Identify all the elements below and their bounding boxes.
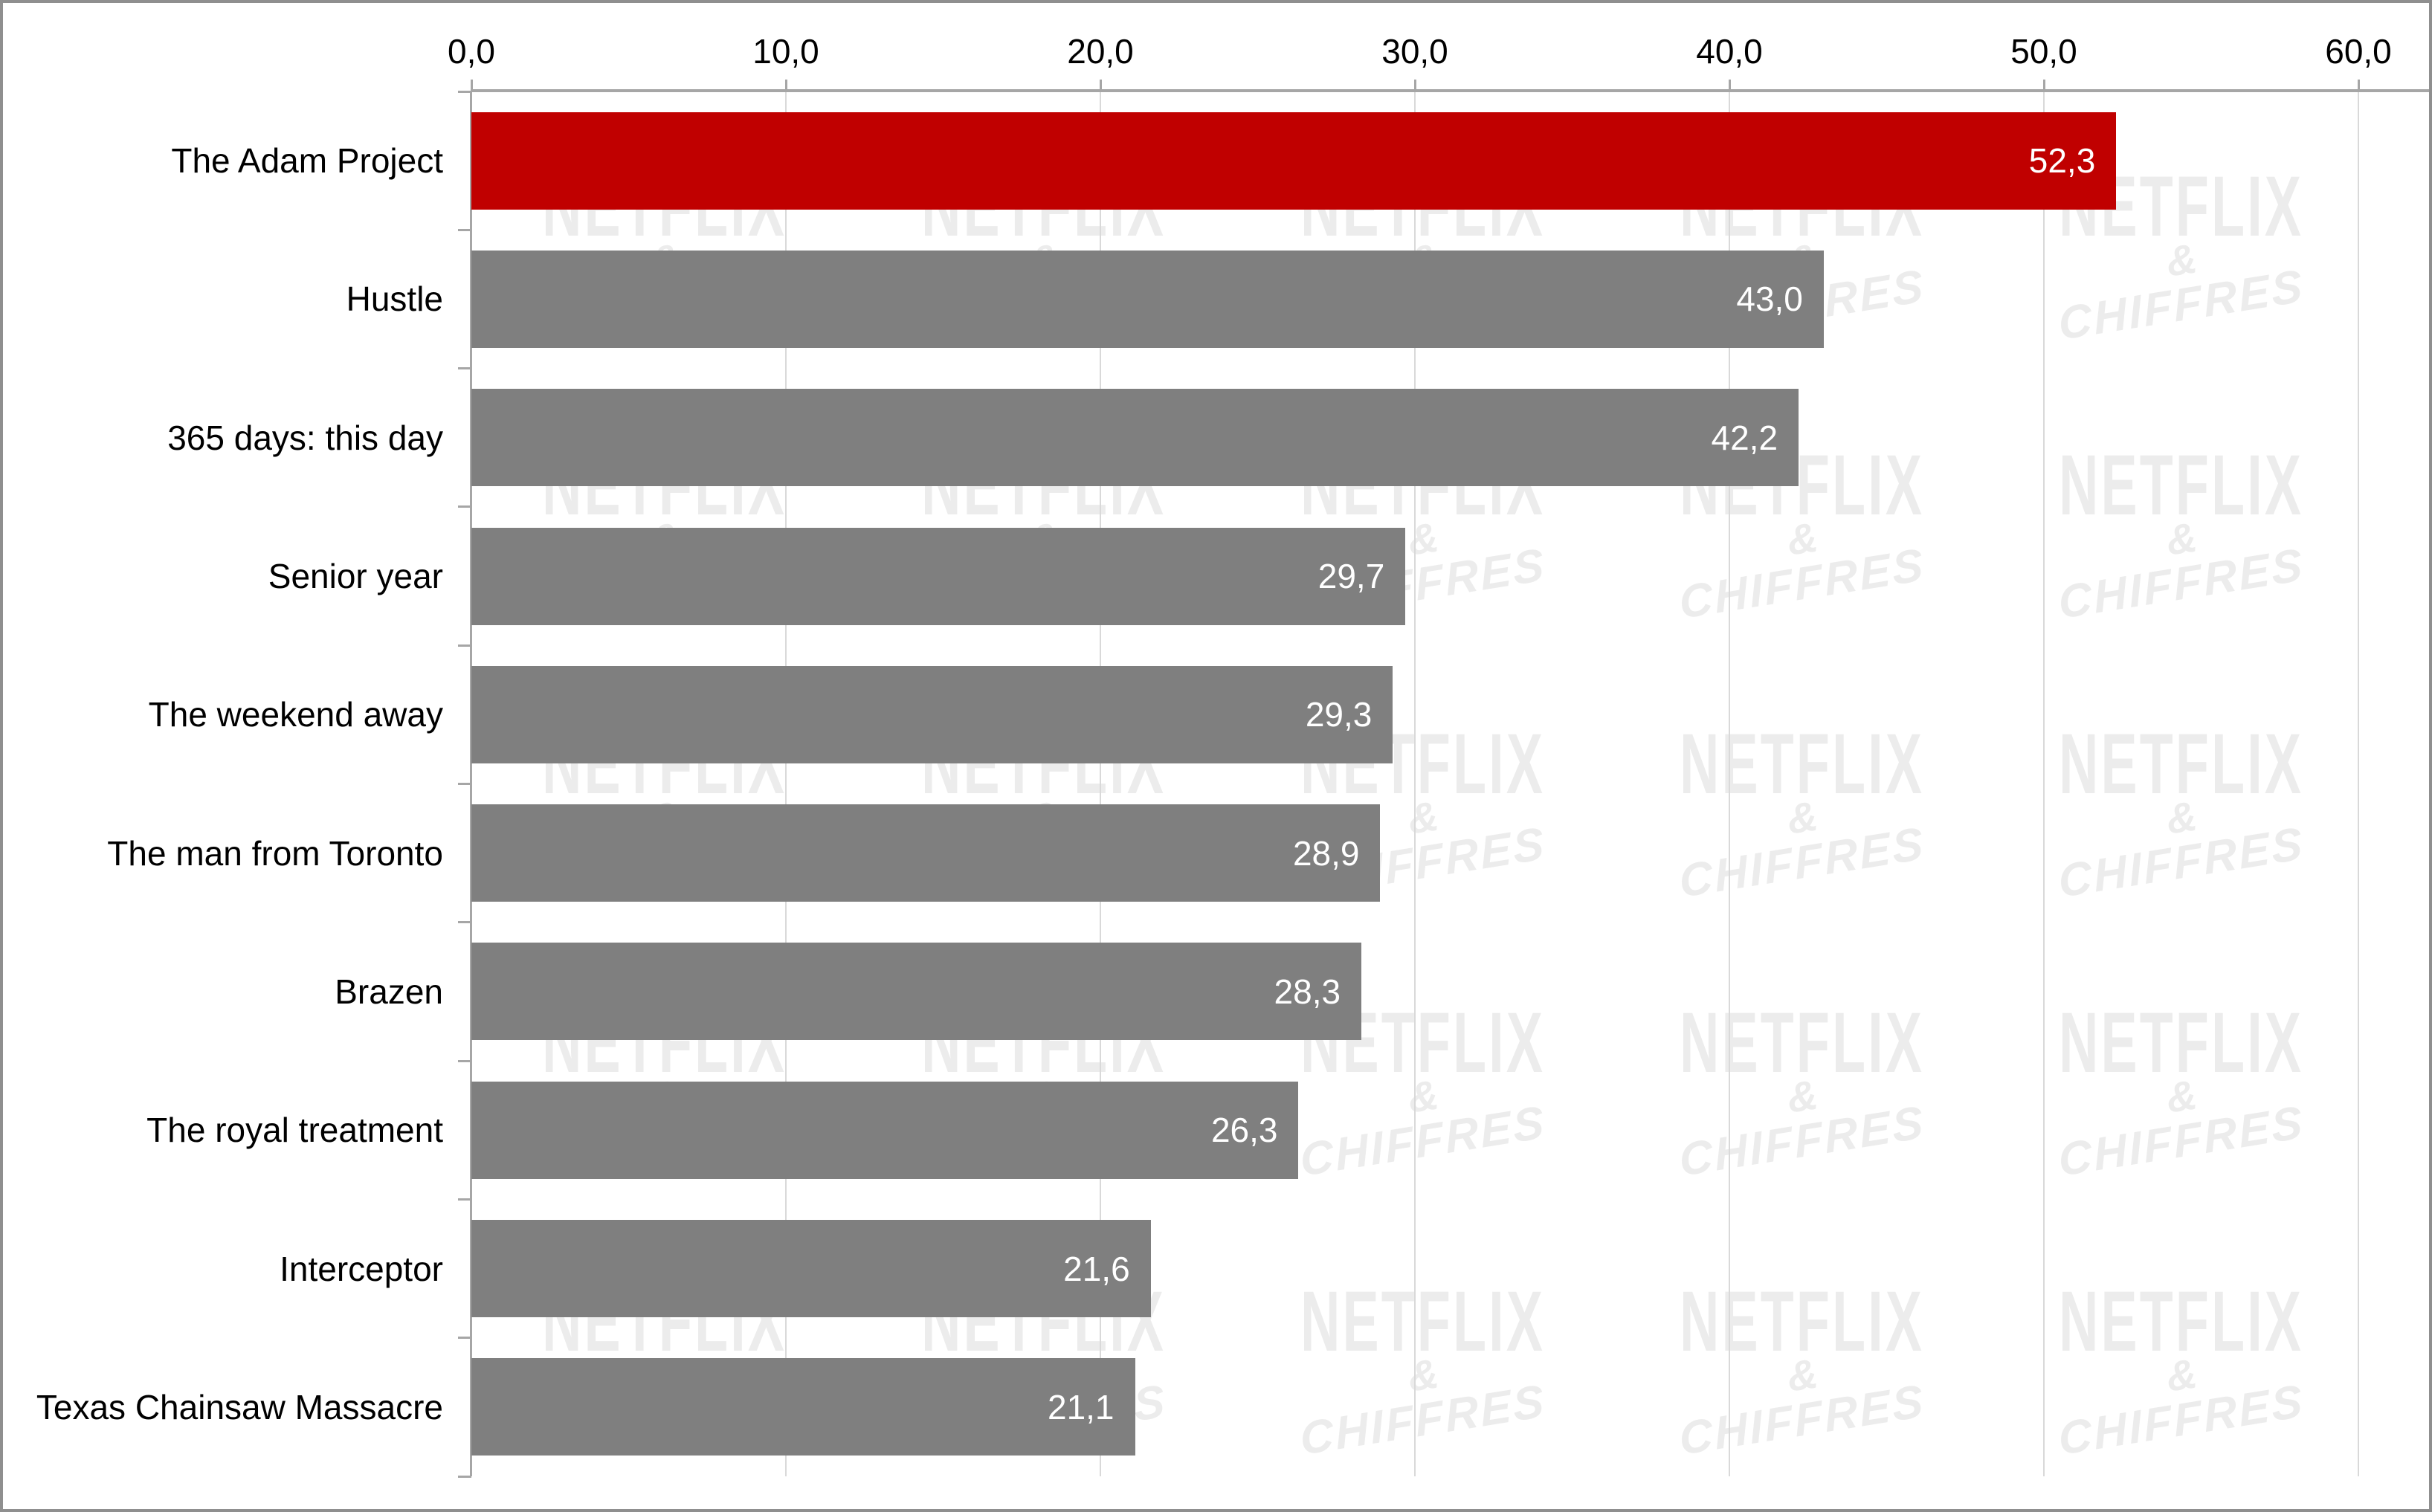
bar-value-label: 28,9 — [1292, 833, 1360, 873]
x-axis-tick — [1728, 80, 1731, 91]
bar: 29,3 — [471, 665, 1393, 763]
bar-value-label: 28,3 — [1274, 972, 1341, 1011]
x-tick-label: 20,0 — [1067, 32, 1134, 71]
category-label: Hustle — [346, 280, 443, 319]
bar-value-label: 21,6 — [1063, 1249, 1130, 1288]
x-tick-label: 10,0 — [752, 32, 819, 71]
bar-value-label: 29,7 — [1317, 557, 1385, 596]
bar: 26,3 — [471, 1081, 1299, 1179]
y-axis-tick — [458, 1475, 471, 1478]
y-axis-tick — [458, 644, 471, 647]
bar: 29,7 — [471, 527, 1406, 625]
category-label: Interceptor — [280, 1249, 443, 1288]
x-axis-tick — [1413, 80, 1416, 91]
bar-value-label: 43,0 — [1736, 280, 1803, 319]
category-label: Texas Chainsaw Massacre — [36, 1387, 443, 1427]
bar: 28,3 — [471, 943, 1362, 1041]
x-axis-tick — [470, 80, 473, 91]
category-label: Senior year — [268, 557, 443, 596]
y-axis-tick — [458, 1337, 471, 1340]
category-label: Brazen — [335, 972, 443, 1011]
x-tick-label: 50,0 — [2010, 32, 2077, 71]
bar-value-label: 52,3 — [2028, 141, 2096, 181]
y-axis-tick — [458, 228, 471, 231]
x-tick-label: 40,0 — [1696, 32, 1763, 71]
y-axis-tick — [458, 90, 471, 93]
x-gridline — [785, 91, 787, 1476]
x-axis-tick — [2042, 80, 2045, 91]
x-gridline — [1100, 91, 1101, 1476]
x-axis-tick — [2357, 80, 2360, 91]
bar: 28,9 — [471, 804, 1381, 902]
x-gridline — [1729, 91, 1730, 1476]
y-axis-tick — [458, 783, 471, 785]
x-gridline — [2358, 91, 2359, 1476]
plot-area: 0,0 10,0 20,0 30,0 40,0 50,0 60,0 The Adam Proj… — [3, 3, 2429, 1509]
bar-value-label: 42,2 — [1711, 418, 1778, 457]
bar: 52,3 — [471, 112, 2117, 210]
bar-value-label: 21,1 — [1047, 1387, 1115, 1427]
category-label: The Adam Project — [171, 141, 443, 181]
x-tick-label: 0,0 — [448, 32, 495, 71]
bar-value-label: 26,3 — [1210, 1111, 1278, 1150]
x-tick-label: 30,0 — [1381, 32, 1448, 71]
x-axis-line — [471, 89, 2429, 92]
category-label: The man from Toronto — [107, 833, 443, 873]
bar: 43,0 — [471, 250, 1824, 348]
bar: 42,2 — [471, 389, 1799, 487]
category-label: 365 days: this day — [167, 418, 443, 457]
y-axis-tick — [458, 921, 471, 924]
y-axis-tick — [458, 367, 471, 370]
y-axis-tick — [458, 1059, 471, 1062]
y-axis-tick — [458, 505, 471, 508]
bar: 21,1 — [471, 1358, 1135, 1456]
x-axis-tick — [784, 80, 787, 91]
bar: 21,6 — [471, 1220, 1151, 1318]
x-tick-label: 60,0 — [2325, 32, 2392, 71]
category-label: The royal treatment — [146, 1111, 443, 1150]
x-axis-tick — [1099, 80, 1102, 91]
category-label: The weekend away — [148, 695, 443, 734]
x-gridline — [2043, 91, 2045, 1476]
x-gridline — [1414, 91, 1416, 1476]
bar-value-label: 29,3 — [1305, 695, 1373, 734]
y-axis-tick — [458, 1198, 471, 1201]
